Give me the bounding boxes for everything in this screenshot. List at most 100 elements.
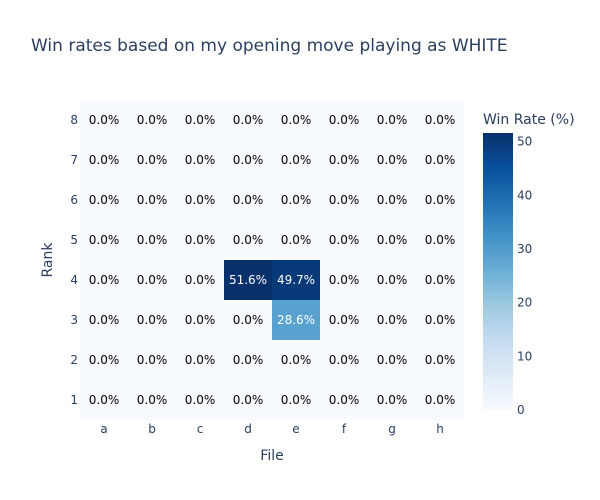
cell-label-d6: 0.0% (233, 193, 264, 207)
heatmap-cell-c1 (176, 380, 224, 420)
cell-label-d8: 0.0% (233, 113, 264, 127)
colorbar-tick-10: 10 (517, 349, 532, 363)
heatmap-cell-c4 (176, 260, 224, 300)
heatmap-cell-g7 (368, 140, 416, 180)
cell-label-f1: 0.0% (329, 393, 360, 407)
heatmap-cell-f5 (320, 220, 368, 260)
heatmap-cell-e7 (272, 140, 320, 180)
heatmap-cell-c3 (176, 300, 224, 340)
x-tick-d: d (244, 422, 252, 436)
heatmap-cell-g1 (368, 380, 416, 420)
cell-label-e8: 0.0% (281, 113, 312, 127)
cell-label-f3: 0.0% (329, 313, 360, 327)
cell-label-b1: 0.0% (137, 393, 168, 407)
cell-label-f2: 0.0% (329, 353, 360, 367)
heatmap-cell-b3 (128, 300, 176, 340)
heatmap-cell-c2 (176, 340, 224, 380)
heatmap-cell-h8 (416, 100, 464, 140)
heatmap-cell-a4 (80, 260, 128, 300)
cell-label-c7: 0.0% (185, 153, 216, 167)
cell-label-g8: 0.0% (377, 113, 408, 127)
y-tick-4: 4 (70, 273, 78, 287)
heatmap-cell-g5 (368, 220, 416, 260)
heatmap-cell-a1 (80, 380, 128, 420)
y-tick-1: 1 (70, 393, 78, 407)
heatmap-cell-d4 (224, 260, 272, 300)
colorbar-tick-0: 0 (517, 403, 525, 417)
cell-label-e5: 0.0% (281, 233, 312, 247)
colorbar-tick-50: 50 (517, 135, 532, 149)
heatmap-cell-a5 (80, 220, 128, 260)
heatmap-cell-h4 (416, 260, 464, 300)
heatmap-cell-g4 (368, 260, 416, 300)
heatmap-cell-f3 (320, 300, 368, 340)
cell-label-h3: 0.0% (425, 313, 456, 327)
cell-label-h4: 0.0% (425, 273, 456, 287)
y-tick-3: 3 (70, 313, 78, 327)
heatmap-cell-d2 (224, 340, 272, 380)
x-tick-g: g (388, 422, 396, 436)
cell-label-f5: 0.0% (329, 233, 360, 247)
heatmap-cell-d3 (224, 300, 272, 340)
heatmap-cell-f4 (320, 260, 368, 300)
cell-label-f6: 0.0% (329, 193, 360, 207)
heatmap-cell-f6 (320, 180, 368, 220)
heatmap-cell-f1 (320, 380, 368, 420)
heatmap-cell-g3 (368, 300, 416, 340)
x-tick-b: b (148, 422, 156, 436)
heatmap-cell-a8 (80, 100, 128, 140)
heatmap-cell-h3 (416, 300, 464, 340)
cell-labels: 0.0% 0.0% 0.0% 0.0% 0.0% 0.0% 0.0% 0.0% 0.0% 0.0%… (89, 113, 456, 407)
y-tick-6: 6 (70, 193, 78, 207)
heatmap-cell-f8 (320, 100, 368, 140)
chart-title: Win rates based on my opening move playi… (31, 36, 508, 56)
heatmap-cell-b1 (128, 380, 176, 420)
cell-label-d4: 51.6% (229, 273, 267, 287)
colorbar: Win Rate (%) 0 10 20 30 40 50 (483, 112, 575, 417)
cell-label-e4: 49.7% (277, 273, 315, 287)
heatmap-cell-e3 (272, 300, 320, 340)
plot-area (80, 100, 464, 420)
y-tick-7: 7 (70, 153, 78, 167)
heatmap-cell-c8 (176, 100, 224, 140)
heatmap-cell-d5 (224, 220, 272, 260)
heatmap-cell-e6 (272, 180, 320, 220)
heatmap-cell-d7 (224, 140, 272, 180)
cell-label-b6: 0.0% (137, 193, 168, 207)
heatmap-cell-c6 (176, 180, 224, 220)
colorbar-tick-30: 30 (517, 242, 532, 256)
x-tick-e: e (292, 422, 299, 436)
cell-label-b5: 0.0% (137, 233, 168, 247)
heatmap-cell-a7 (80, 140, 128, 180)
colorbar-tick-40: 40 (517, 188, 532, 202)
heatmap-cell-e2 (272, 340, 320, 380)
cell-label-f7: 0.0% (329, 153, 360, 167)
heatmap-cell-d6 (224, 180, 272, 220)
cell-label-h7: 0.0% (425, 153, 456, 167)
heatmap-cell-h1 (416, 380, 464, 420)
heatmap-cell-a3 (80, 300, 128, 340)
cell-label-b2: 0.0% (137, 353, 168, 367)
cell-label-c4: 0.0% (185, 273, 216, 287)
heatmap-cell-h6 (416, 180, 464, 220)
y-tick-labels: 1 2 3 4 5 6 7 8 (70, 113, 78, 407)
cell-label-e6: 0.0% (281, 193, 312, 207)
x-tick-f: f (342, 422, 347, 436)
cell-label-a6: 0.0% (89, 193, 120, 207)
colorbar-ticks: 0 10 20 30 40 50 (517, 135, 532, 417)
cell-label-c1: 0.0% (185, 393, 216, 407)
cell-label-a3: 0.0% (89, 313, 120, 327)
cell-label-d2: 0.0% (233, 353, 264, 367)
heatmap-cell-a6 (80, 180, 128, 220)
heatmap-cell-b7 (128, 140, 176, 180)
cell-label-d1: 0.0% (233, 393, 264, 407)
cell-label-b4: 0.0% (137, 273, 168, 287)
cell-label-h8: 0.0% (425, 113, 456, 127)
heatmap-cell-e4 (272, 260, 320, 300)
cell-label-b3: 0.0% (137, 313, 168, 327)
heatmap-cell-b2 (128, 340, 176, 380)
heatmap-cell-a2 (80, 340, 128, 380)
x-axis-title: File (260, 448, 283, 464)
y-tick-2: 2 (70, 353, 78, 367)
cell-label-d5: 0.0% (233, 233, 264, 247)
